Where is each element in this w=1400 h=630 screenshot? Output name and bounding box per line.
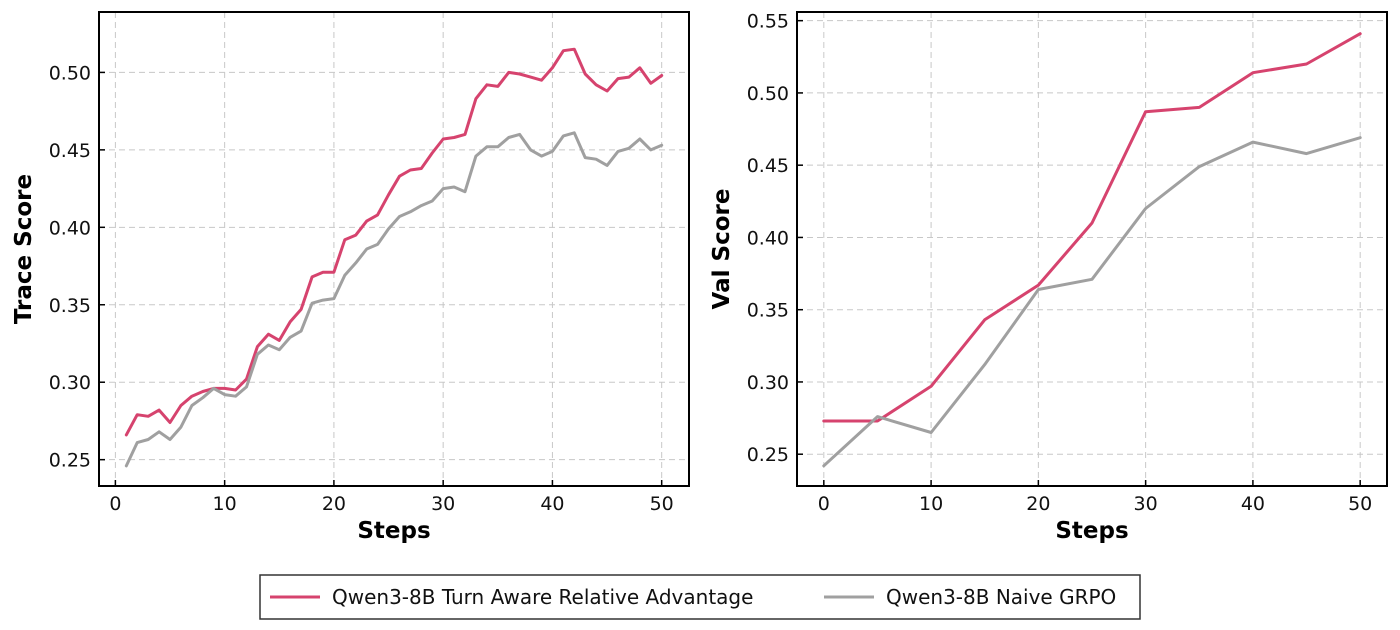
legend-label-qwen3-8b-naive-grpo: Qwen3-8B Naive GRPO bbox=[886, 585, 1116, 609]
x-tick-label: 50 bbox=[650, 493, 674, 515]
x-tick-label: 0 bbox=[818, 493, 830, 515]
x-tick-label: 0 bbox=[109, 493, 121, 515]
x-axis-label: Steps bbox=[357, 518, 430, 544]
y-tick-label: 0.25 bbox=[49, 450, 91, 472]
y-tick-label: 0.55 bbox=[747, 11, 789, 33]
plot-frame bbox=[796, 11, 1388, 487]
y-tick-label: 0.40 bbox=[49, 217, 91, 239]
y-tick-label: 0.45 bbox=[747, 155, 789, 177]
x-tick-label: 30 bbox=[1134, 493, 1158, 515]
y-tick-label: 0.45 bbox=[49, 140, 91, 162]
trace-score-chart: 0 10 20 30 40 50 0.25 0.30 0.35 0.40 0.45 0.50 Steps… bbox=[11, 11, 690, 544]
y-tick-label: 0.50 bbox=[747, 83, 789, 105]
y-tick-label: 0.30 bbox=[49, 372, 91, 394]
x-tick-label: 30 bbox=[431, 493, 455, 515]
x-tick-label: 40 bbox=[1241, 493, 1265, 515]
x-axis-label: Steps bbox=[1055, 518, 1128, 544]
val-score-chart: 0 10 20 30 40 50 0.25 0.30 0.35 0.40 0.45 0.50 0.55 S… bbox=[709, 11, 1388, 544]
y-tick-label: 0.40 bbox=[747, 227, 789, 249]
y-tick-label: 0.35 bbox=[49, 295, 91, 317]
legend-label-qwen3-8b-turn-aware-relative-advantage: Qwen3-8B Turn Aware Relative Advantage bbox=[332, 585, 753, 609]
legend-box bbox=[259, 574, 1141, 620]
y-axis-label: Val Score bbox=[709, 189, 735, 310]
series-line-qwen3-8b-turn-aware-relative-advantage bbox=[124, 47, 664, 437]
y-tick-label: 0.25 bbox=[747, 444, 789, 466]
legend: Qwen3-8B Turn Aware Relative Advantage Qw… bbox=[259, 574, 1141, 620]
y-tick-label: 0.30 bbox=[747, 372, 789, 394]
series-line-qwen3-8b-turn-aware-relative-advantage bbox=[822, 32, 1362, 423]
plot-frame bbox=[98, 11, 690, 487]
series-line-qwen3-8b-naive-grpo bbox=[822, 136, 1362, 468]
series-line-qwen3-8b-naive-grpo bbox=[124, 131, 664, 468]
y-axis-label: Trace Score bbox=[11, 174, 37, 324]
x-tick-label: 10 bbox=[919, 493, 943, 515]
y-tick-label: 0.50 bbox=[49, 62, 91, 84]
x-tick-label: 20 bbox=[1026, 493, 1050, 515]
y-tick-label: 0.35 bbox=[747, 300, 789, 322]
x-tick-label: 10 bbox=[213, 493, 237, 515]
x-tick-label: 50 bbox=[1348, 493, 1372, 515]
x-tick-label: 20 bbox=[322, 493, 346, 515]
x-tick-label: 40 bbox=[540, 493, 564, 515]
